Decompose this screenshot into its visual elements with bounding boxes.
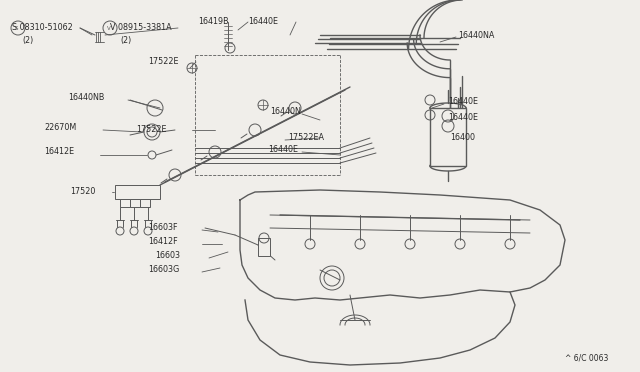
Text: 16440E: 16440E xyxy=(248,17,278,26)
Text: 16412E: 16412E xyxy=(44,148,74,157)
Text: 16603F: 16603F xyxy=(148,224,177,232)
Text: 16603G: 16603G xyxy=(148,266,179,275)
Bar xyxy=(120,199,130,207)
Text: 16400: 16400 xyxy=(450,134,475,142)
Text: 17522E: 17522E xyxy=(148,58,179,67)
Text: 16440E: 16440E xyxy=(448,97,478,106)
Bar xyxy=(140,199,150,207)
Text: 16412F: 16412F xyxy=(148,237,178,247)
Text: V: V xyxy=(107,26,111,31)
Bar xyxy=(430,108,466,166)
Bar xyxy=(115,185,160,199)
Text: 16440NB: 16440NB xyxy=(68,93,104,103)
Text: 16440NA: 16440NA xyxy=(458,31,494,39)
Bar xyxy=(130,199,140,207)
Text: 16440E: 16440E xyxy=(268,145,298,154)
Text: V 08915-3381A: V 08915-3381A xyxy=(110,23,172,32)
Text: 16440E: 16440E xyxy=(448,113,478,122)
Text: 16603: 16603 xyxy=(155,251,180,260)
Text: S 08310-51062: S 08310-51062 xyxy=(12,23,73,32)
Text: ^ 6/C 0063: ^ 6/C 0063 xyxy=(565,353,609,362)
Text: 16440N: 16440N xyxy=(270,108,301,116)
Text: S: S xyxy=(14,26,18,31)
Text: 22670M: 22670M xyxy=(44,124,76,132)
Text: (2): (2) xyxy=(22,35,33,45)
Text: 16419B: 16419B xyxy=(198,17,228,26)
Text: 17522E: 17522E xyxy=(136,125,166,135)
Text: 17522EA: 17522EA xyxy=(288,134,324,142)
Text: 17520: 17520 xyxy=(70,187,95,196)
Text: (2): (2) xyxy=(120,35,131,45)
Bar xyxy=(258,238,270,256)
